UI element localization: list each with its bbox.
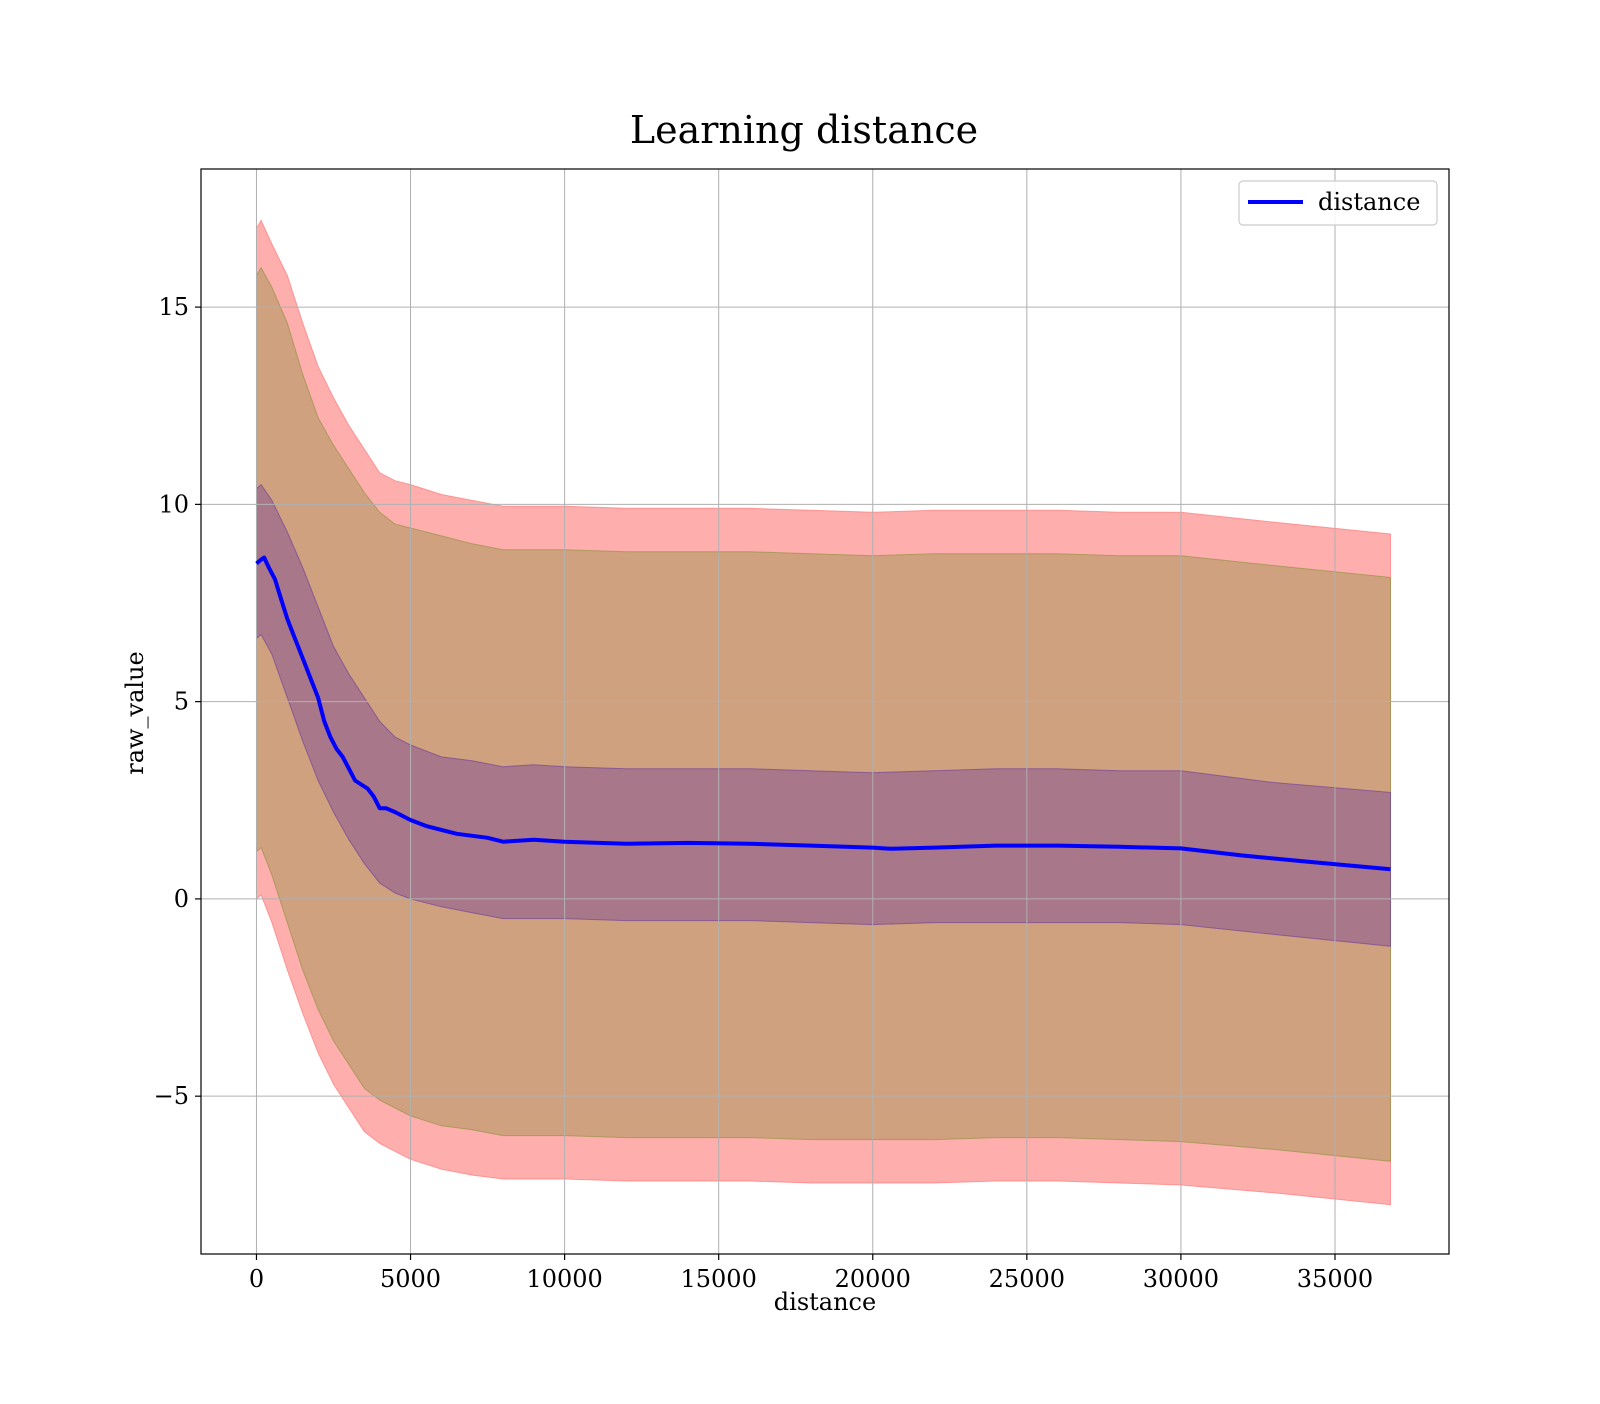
x-axis-label: distance [774,1288,876,1316]
legend-label-distance: distance [1318,188,1420,216]
x-tick-label: 35000 [1297,1265,1373,1293]
y-axis-label: raw_value [121,651,149,775]
plot-frame [200,168,1450,1255]
x-axis: 0 5000 10000 15000 20000 25000 30000 35000 [249,1254,1373,1293]
y-tick-label: 15 [158,293,189,321]
x-tick-label: 25000 [989,1265,1065,1293]
line-layer [255,555,1391,872]
band-inner [256,483,1391,947]
bands-layer [256,219,1391,1206]
x-tick-label: 0 [249,1265,264,1293]
legend: distance [1238,180,1438,226]
y-tick-label: −5 [154,1082,189,1110]
x-tick-label: 15000 [681,1265,757,1293]
y-tick-label: 5 [174,688,189,716]
x-tick-label: 20000 [835,1265,911,1293]
legend-box [1238,180,1438,226]
series-line-distance [255,555,1391,872]
y-tick-label: 10 [158,490,189,518]
grid-layer [201,169,1449,1254]
y-tick-label: 0 [174,885,189,913]
plot-area [200,168,1450,1255]
x-tick-label: 10000 [526,1265,602,1293]
chart-title: Learning distance [630,108,978,152]
y-axis: −5 0 5 10 15 [154,293,201,1110]
x-tick-label: 30000 [1143,1265,1219,1293]
band-outer [256,219,1391,1206]
x-tick-label: 5000 [380,1265,441,1293]
